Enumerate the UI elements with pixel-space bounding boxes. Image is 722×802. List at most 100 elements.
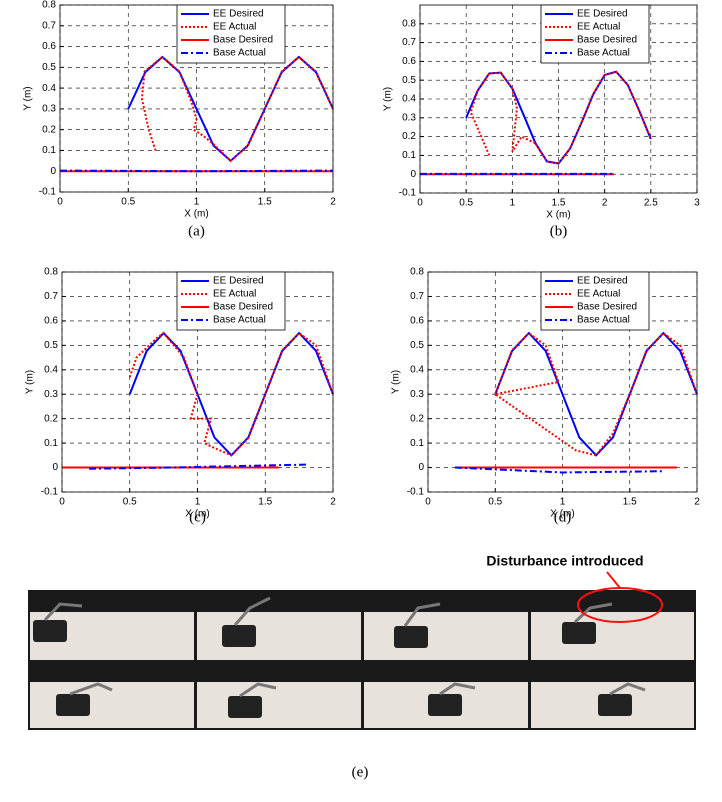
y-tick-label: 0.2 bbox=[410, 413, 424, 424]
y-tick-label: 0.7 bbox=[44, 291, 58, 302]
chart-caption: (a) bbox=[188, 223, 205, 239]
y-tick-label: 0.2 bbox=[42, 124, 56, 135]
legend-label: Base Desired bbox=[577, 302, 637, 313]
chart: -0.100.10.20.30.40.50.60.70.80 0.5 1 1.5 2X … bbox=[25, 267, 337, 526]
y-tick-label: 0 bbox=[418, 462, 424, 473]
x-tick-label: 0 bbox=[59, 497, 65, 508]
y-tick-label: 0.8 bbox=[410, 267, 424, 278]
data-line bbox=[494, 331, 698, 457]
x-axis-label: X (m) bbox=[184, 209, 208, 220]
data-line bbox=[89, 463, 306, 470]
legend-label: Base Desired bbox=[213, 35, 273, 46]
y-axis-label: Y (m) bbox=[391, 370, 402, 394]
y-axis-label: Y (m) bbox=[23, 86, 34, 110]
legend-label: EE Desired bbox=[213, 9, 264, 20]
y-tick-label: 0.7 bbox=[42, 20, 56, 31]
y-tick-label: 0.7 bbox=[402, 37, 416, 48]
legend-label: Base Actual bbox=[577, 48, 630, 59]
y-tick-label: 0.2 bbox=[44, 413, 58, 424]
y-tick-label: 0.4 bbox=[44, 364, 58, 375]
x-tick-label: 0 bbox=[425, 497, 431, 508]
y-tick-label: 0.1 bbox=[402, 150, 416, 161]
legend-label: EE Desired bbox=[577, 276, 628, 287]
y-tick-label: -0.1 bbox=[39, 187, 57, 198]
y-tick-label: 0.1 bbox=[410, 438, 424, 449]
y-axis-label: Y (m) bbox=[383, 87, 394, 111]
x-axis-label: X (m) bbox=[550, 509, 574, 520]
y-tick-label: 0.4 bbox=[402, 94, 416, 105]
y-tick-label: 0.3 bbox=[402, 112, 416, 123]
legend-label: EE Desired bbox=[213, 276, 264, 287]
x-tick-label: 2.5 bbox=[644, 198, 658, 209]
x-tick-label: 2 bbox=[330, 497, 336, 508]
data-line bbox=[469, 70, 652, 165]
x-tick-label: 0.5 bbox=[488, 497, 502, 508]
y-tick-label: 0.3 bbox=[44, 389, 58, 400]
y-tick-label: -0.1 bbox=[399, 188, 417, 199]
legend-label: EE Actual bbox=[213, 289, 256, 300]
x-tick-label: 1.5 bbox=[258, 497, 272, 508]
x-tick-label: 0.5 bbox=[459, 198, 473, 209]
y-tick-label: 0 bbox=[410, 169, 416, 180]
y-tick-label: 0.8 bbox=[402, 18, 416, 29]
chart-caption: (b) bbox=[550, 223, 568, 239]
y-tick-label: 0.8 bbox=[44, 267, 58, 278]
y-tick-label: 0.2 bbox=[402, 131, 416, 142]
y-tick-label: 0.6 bbox=[44, 316, 58, 327]
x-axis-label: X (m) bbox=[185, 509, 209, 520]
legend-label: EE Actual bbox=[213, 22, 256, 33]
y-tick-label: 0.1 bbox=[42, 145, 56, 156]
y-tick-label: 0.6 bbox=[402, 56, 416, 67]
x-tick-label: 0 bbox=[417, 198, 423, 209]
legend-label: Base Actual bbox=[577, 315, 630, 326]
x-axis-label: X (m) bbox=[546, 210, 570, 221]
x-tick-label: 1.5 bbox=[552, 198, 566, 209]
y-tick-label: -0.1 bbox=[41, 487, 59, 498]
x-tick-label: 0.5 bbox=[123, 497, 137, 508]
photo-caption: (e) bbox=[352, 764, 369, 780]
y-tick-label: 0.8 bbox=[42, 0, 56, 11]
legend-label: Base Actual bbox=[213, 48, 266, 59]
chart-caption: (d) bbox=[554, 509, 572, 525]
y-tick-label: 0.7 bbox=[410, 291, 424, 302]
y-tick-label: 0.5 bbox=[44, 340, 58, 351]
x-tick-label: 0.5 bbox=[121, 197, 135, 208]
legend-label: Base Desired bbox=[213, 302, 273, 313]
legend-label: EE Actual bbox=[577, 289, 620, 300]
chart: -0.100.10.20.30.40.50.60.70.80 0.5 1 1.5 2X … bbox=[391, 267, 701, 526]
legend-label: EE Actual bbox=[577, 22, 620, 33]
y-tick-label: 0.5 bbox=[402, 75, 416, 86]
y-tick-label: 0.6 bbox=[42, 41, 56, 52]
y-tick-label: 0.6 bbox=[410, 316, 424, 327]
data-line bbox=[140, 55, 334, 163]
x-tick-label: 3 bbox=[694, 198, 700, 209]
y-tick-label: 0.5 bbox=[42, 62, 56, 73]
chart-caption: (c) bbox=[189, 509, 206, 525]
x-tick-label: 1.5 bbox=[258, 197, 272, 208]
photo-strip: Disturbance introduced bbox=[28, 553, 696, 730]
data-line bbox=[59, 169, 334, 173]
legend-label: Base Actual bbox=[213, 315, 266, 326]
photo-annotation: Disturbance introduced bbox=[486, 553, 643, 569]
y-tick-label: 0 bbox=[52, 462, 58, 473]
chart: -0.100.10.20.30.40.50.60.70.80 0.5 1 1.5 2 2.… bbox=[383, 4, 700, 239]
legend-label: Base Desired bbox=[577, 35, 637, 46]
y-tick-label: 0.3 bbox=[42, 104, 56, 115]
x-tick-label: 2 bbox=[694, 497, 700, 508]
x-tick-label: 0 bbox=[57, 197, 63, 208]
x-tick-label: 1 bbox=[510, 198, 516, 209]
y-tick-label: 0 bbox=[50, 166, 56, 177]
y-tick-label: 0.3 bbox=[410, 389, 424, 400]
x-tick-label: 1 bbox=[194, 197, 200, 208]
y-tick-label: 0.5 bbox=[410, 340, 424, 351]
y-axis-label: Y (m) bbox=[25, 370, 36, 394]
x-tick-label: 2 bbox=[330, 197, 336, 208]
x-tick-label: 1 bbox=[195, 497, 201, 508]
y-tick-label: -0.1 bbox=[407, 487, 425, 498]
x-tick-label: 1 bbox=[560, 497, 566, 508]
y-tick-label: 0.4 bbox=[42, 83, 56, 94]
y-tick-label: 0.1 bbox=[44, 438, 58, 449]
x-tick-label: 2 bbox=[602, 198, 608, 209]
data-line bbox=[454, 466, 664, 474]
